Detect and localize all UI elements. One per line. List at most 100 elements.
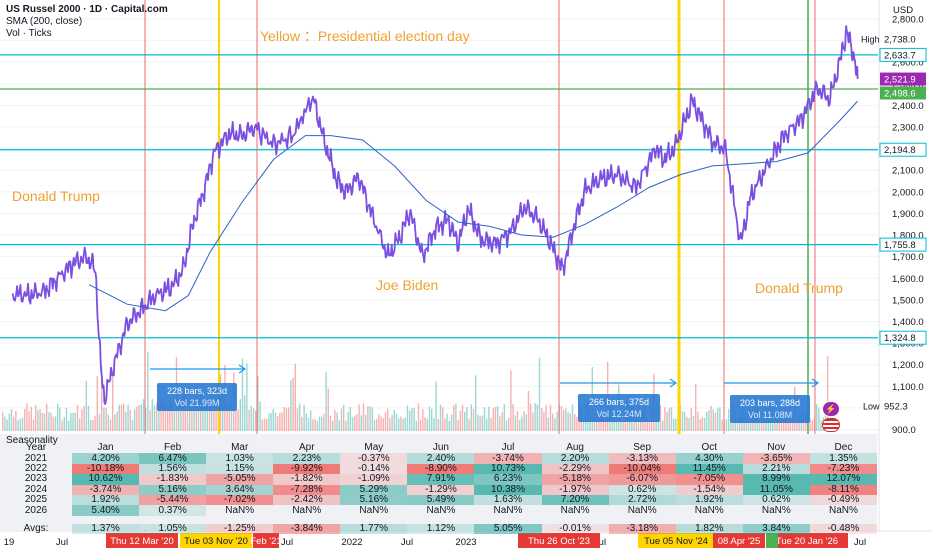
alert-icon[interactable]: ⚡ (822, 401, 840, 417)
measure-box[interactable] (578, 394, 660, 422)
yellow-legend-note: Yellow ：Presidential election day (260, 28, 470, 44)
volume-bar (547, 417, 549, 431)
volume-bar (543, 411, 545, 431)
price-tick-label: 2,600.0 (892, 58, 924, 69)
time-highlight-bg (638, 533, 714, 548)
volume-bar (567, 412, 569, 431)
volume-bar (453, 405, 455, 431)
volume-bar (35, 405, 37, 431)
volume-bar (444, 418, 446, 431)
ma-value-tag-bg (880, 86, 926, 100)
month-header: Jun (432, 442, 449, 454)
measure-box[interactable] (730, 395, 810, 423)
season-cell: 10.62% (72, 474, 140, 485)
us-flag-icon[interactable] (822, 418, 840, 432)
currency-label: USD (893, 5, 913, 16)
volume-bar (153, 405, 156, 431)
time-highlight-label: Thu 26 Oct '23 (528, 536, 590, 547)
volume-bar (17, 420, 19, 431)
volume-bar (92, 419, 94, 431)
volume-bar (708, 410, 710, 431)
volume-bar (96, 376, 98, 431)
volume-bar (48, 412, 50, 431)
volume-bar (343, 405, 345, 431)
volume-bar (472, 408, 475, 431)
season-cell: 1.03% (206, 453, 274, 464)
volume-bar (252, 408, 255, 431)
season-cell: 1.92% (675, 494, 743, 506)
seasonality-title: Seasonality (6, 435, 58, 446)
volume-bar (296, 408, 299, 431)
volume-bar (290, 380, 292, 431)
volume-bar (692, 416, 695, 431)
volume-bar (182, 395, 184, 431)
label-donald-trump-right: Donald Trump (755, 280, 843, 296)
volume-bar (208, 400, 211, 431)
volume-bar (61, 420, 63, 431)
season-row: 2023 10.62% -1.83% -5.05% -1.82% -1.09% 7.91% 6… (0, 474, 877, 485)
season-row: 2024 -3.74% 5.16% 3.64% -7.28% 5.29% -1.29% 10.… (0, 484, 877, 495)
season-cell: -7.23% (809, 463, 877, 475)
volume-bar (314, 419, 316, 431)
volume-bar (246, 363, 248, 431)
volume-bar (259, 401, 261, 431)
season-cell: 2.72% (608, 494, 676, 506)
season-cell: -3.13% (608, 453, 676, 464)
measure-box[interactable] (157, 383, 237, 411)
season-cell: 2.40% (407, 453, 475, 464)
volume-bar (310, 410, 312, 431)
volume-bar (613, 416, 615, 431)
volume-bar (191, 406, 193, 431)
volume-bar (356, 414, 358, 431)
volume-bar (818, 407, 820, 431)
season-cell: 5.49% (407, 494, 475, 506)
volume-bar (43, 413, 46, 431)
level-tag: 2,633.7 (884, 50, 916, 61)
sma-legend[interactable]: SMA (200, close) (6, 16, 83, 27)
volume-bar (367, 406, 369, 431)
volume-bar (112, 374, 114, 431)
season-cell: 6.23% (474, 474, 542, 485)
level-tag-border (879, 47, 927, 62)
month-header: Feb (164, 442, 182, 454)
volume-bar (120, 404, 123, 431)
measure-box-line1: 203 bars, 288d (740, 398, 800, 408)
volume-bar (736, 417, 739, 431)
volume-bar (87, 405, 90, 431)
volume-bar (758, 420, 761, 431)
season-cell: NaN% (694, 504, 724, 516)
level-tag: 1,755.8 (884, 240, 916, 251)
vol-legend[interactable]: Vol · Ticks (6, 28, 52, 39)
measure-box-line2: Vol 12.24M (596, 409, 641, 419)
volume-bar (6, 419, 8, 431)
volume-bar (728, 409, 730, 431)
volume-bar (701, 417, 703, 431)
price-tick-label: 2,400.0 (892, 101, 924, 112)
volume-bar (301, 416, 303, 431)
volume-bar (316, 420, 318, 431)
volume-bar (197, 400, 200, 431)
volume-bar (516, 411, 519, 431)
month-header: Aug (566, 442, 584, 454)
volume-bar (431, 408, 433, 431)
volume-bar (360, 415, 362, 431)
season-cell: -1.09% (340, 474, 408, 485)
measure-box-line2: Vol 21.99M (174, 398, 219, 408)
month-header: Nov (767, 442, 786, 454)
volume-bar (574, 414, 576, 431)
volume-bar (94, 415, 96, 431)
volume-bar (695, 384, 697, 431)
volume-bar (725, 419, 728, 431)
season-cell: -3.74% (474, 453, 542, 464)
season-cell: -10.04% (608, 463, 676, 475)
season-cell: 5.16% (139, 484, 207, 495)
volume-bar (70, 413, 72, 431)
volume-bar (54, 416, 57, 431)
time-axis-label: Jul (281, 537, 293, 548)
volume-bar (257, 376, 259, 431)
month-header: Sep (633, 442, 652, 454)
volume-bar (750, 416, 752, 431)
volume-bar (699, 419, 701, 431)
season-cell: -0.49% (809, 494, 877, 506)
volume-bar (503, 404, 505, 431)
